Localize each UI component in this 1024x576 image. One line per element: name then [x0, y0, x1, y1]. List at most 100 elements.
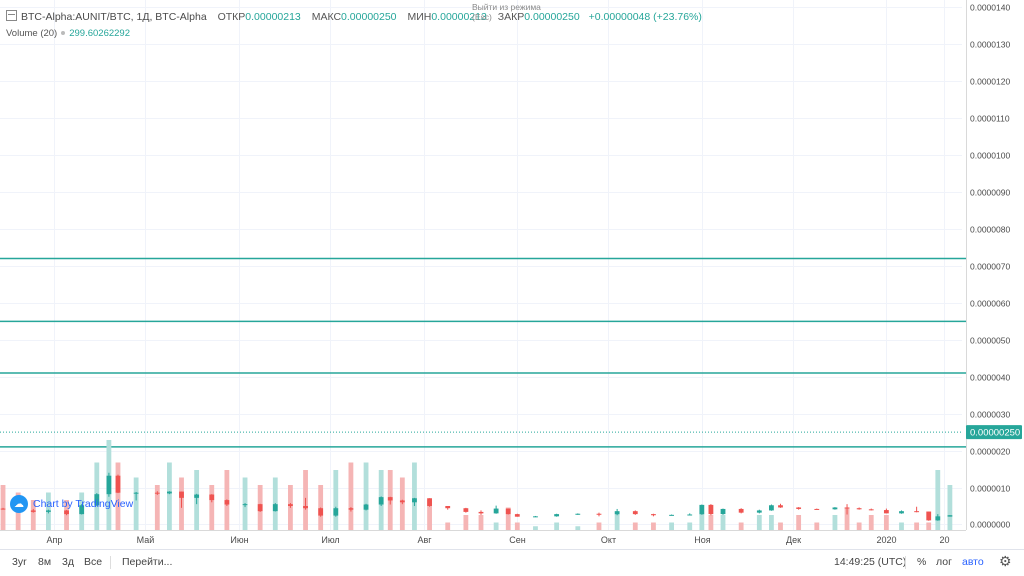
candle-body [154, 492, 160, 494]
time-tick-label: Дек [786, 535, 801, 545]
volume-bar [914, 522, 920, 530]
volume-bar [596, 522, 602, 530]
price-axis: 0.0000140 0.0000130 0.0000120 0.0000110 0.00… [970, 3, 1010, 530]
volume-bar [778, 522, 783, 530]
collapse-icon[interactable] [6, 10, 17, 21]
candle-body [632, 511, 638, 515]
volume-bar [167, 462, 172, 530]
volume-bar [738, 522, 744, 530]
candle-body [115, 475, 121, 493]
volume-bar [769, 515, 774, 530]
candle-body [288, 504, 293, 506]
candle-body [947, 515, 953, 517]
volume-bar [348, 462, 354, 530]
volume-bar [514, 522, 520, 530]
volume-bar [832, 515, 838, 530]
volume-label[interactable]: Volume (20) [6, 28, 58, 39]
volume-value: 299.60262292 [69, 28, 130, 39]
candle-body [596, 513, 602, 515]
toolbar-divider [110, 556, 111, 569]
candle-body [0, 508, 6, 510]
auto-button[interactable]: авто [962, 556, 984, 568]
candle-body [445, 505, 451, 509]
exit-mode-key: (Esc) [472, 12, 492, 22]
candle-body [708, 504, 714, 515]
high-value: 0.00000250 [341, 11, 397, 23]
volume-bar [814, 522, 820, 530]
candle-body [575, 513, 581, 515]
volume-bar [333, 470, 339, 530]
candlestick-chart[interactable]: 0.0000140 0.0000130 0.0000120 0.0000110 0.00… [0, 0, 1024, 549]
candle-body [30, 510, 36, 512]
goto-button[interactable]: Перейти... [122, 556, 173, 568]
candle-body [914, 511, 920, 513]
volume-bar [427, 500, 432, 530]
volume-bar [614, 515, 620, 530]
candle-body [224, 500, 230, 505]
tradingview-watermark[interactable]: ☁ Chart by TradingView [10, 494, 133, 514]
volume-bar [756, 515, 762, 530]
volume-bar [699, 515, 705, 530]
volume-bar [554, 522, 560, 530]
volume-bar [154, 485, 160, 530]
volume-bar [669, 522, 674, 530]
range-8m-button[interactable]: 8м [38, 556, 52, 568]
watermark-text: Chart by TradingView [33, 498, 134, 510]
log-button[interactable]: лог [936, 556, 952, 568]
range-3y-button[interactable]: 3yr [12, 556, 27, 568]
low-label: МИН [407, 11, 432, 23]
change-value: +0.00000048 (+23.76%) [588, 11, 702, 23]
volume-bar [133, 477, 139, 530]
time-tick-label: 2020 [876, 535, 896, 545]
candles [0, 472, 953, 521]
price-tick-label: 0.0000070 [970, 262, 1010, 272]
price-tick-label: 0.0000060 [970, 299, 1010, 309]
horizontal-levels [0, 257, 966, 448]
candle-body [94, 494, 100, 506]
price-tick-label: 0.0000080 [970, 225, 1010, 235]
candle-body [493, 508, 499, 514]
time-tick-label: Июл [321, 535, 339, 545]
gear-icon[interactable]: ⚙ [999, 553, 1012, 569]
exit-mode-text: Выйти из режима [472, 2, 541, 12]
volume-bar [209, 485, 215, 530]
candle-body [778, 505, 783, 508]
price-tick-label: 0.0000140 [970, 3, 1010, 13]
time-tick-label: Апр [47, 535, 63, 545]
percent-button[interactable]: % [917, 556, 927, 568]
volume-bar [575, 526, 581, 530]
candle-body [209, 494, 215, 501]
candle-body [378, 497, 384, 505]
time-tick-label: Май [137, 535, 155, 545]
price-tick-label: 0.0000020 [970, 447, 1010, 457]
candle-body [79, 505, 85, 515]
volume-bar [445, 522, 451, 530]
volume-bar [868, 515, 874, 530]
volume-bar [533, 526, 538, 530]
range-all-button[interactable]: Все [84, 556, 103, 568]
range-3d-button[interactable]: 3д [62, 556, 74, 568]
candle-body [333, 508, 339, 516]
low-value: 0.00000213 [431, 11, 487, 23]
candle-body [399, 500, 405, 503]
candle-body [318, 508, 324, 516]
candle-body [669, 514, 674, 516]
candle-body [720, 508, 726, 515]
symbol-legend: BTC-Alpha:AUNIT/BTC, 1Д, BTC-Alpha ОТКР0… [6, 10, 702, 23]
price-tick-label: 0.0000030 [970, 410, 1010, 420]
exit-mode-hint: Выйти из режима (Esc) [472, 2, 541, 22]
candle-body [303, 505, 308, 509]
time-tick-label: Июн [230, 535, 248, 545]
symbol-title[interactable]: BTC-Alpha:AUNIT/BTC, 1Д, BTC-Alpha [21, 11, 207, 23]
volume-bar [412, 462, 417, 530]
candle-body [505, 508, 511, 515]
candle-body [614, 511, 620, 515]
price-tick-label: 0.0000120 [970, 77, 1010, 87]
volume-bar [899, 522, 904, 530]
candle-body [844, 507, 850, 509]
last-price-label: 0.00000250 [970, 428, 1020, 439]
candle-body [814, 508, 820, 510]
price-tick-label: 0.0000100 [970, 151, 1010, 161]
clock-display[interactable]: 14:49:25 (UTC) [834, 556, 907, 568]
